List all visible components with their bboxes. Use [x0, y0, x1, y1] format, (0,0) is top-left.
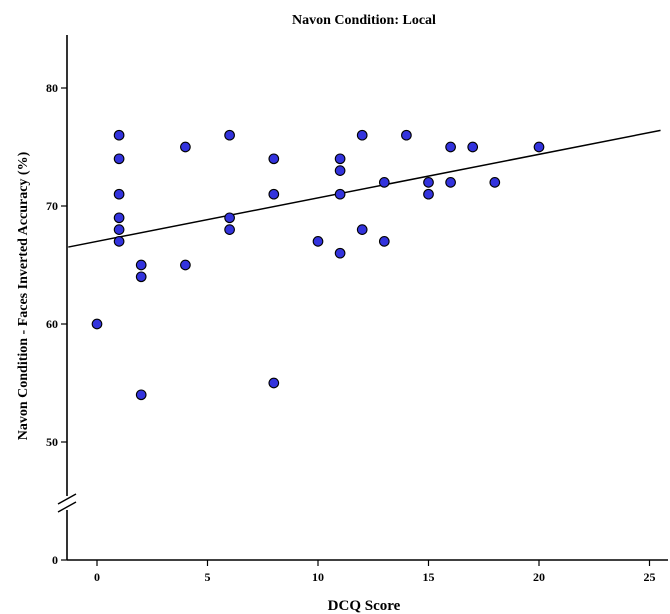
data-point	[113, 153, 125, 165]
data-point	[445, 177, 456, 188]
y-tick-label: 0	[52, 553, 58, 567]
y-tick-label: 80	[46, 81, 58, 95]
data-point	[113, 224, 125, 235]
data-point	[135, 389, 147, 401]
data-point	[224, 224, 235, 235]
data-point	[356, 129, 368, 141]
data-point	[224, 129, 235, 141]
data-point	[334, 165, 346, 176]
x-tick-label: 15	[423, 570, 435, 584]
data-point	[467, 141, 479, 153]
data-point	[401, 129, 412, 141]
data-point	[91, 318, 103, 330]
data-point	[334, 153, 346, 165]
data-point	[224, 212, 235, 224]
data-point	[113, 188, 125, 200]
y-tick-label: 50	[46, 435, 58, 449]
data-point	[378, 177, 390, 188]
axis-break-gap	[64, 496, 70, 510]
axis-break-mark	[57, 501, 77, 513]
data-point	[268, 377, 280, 389]
chart-title: Navon Condition: Local	[292, 13, 436, 28]
data-point	[180, 141, 191, 153]
y-tick-label: 60	[46, 317, 58, 331]
y-axis-label: Navon Condition - Faces Inverted Accurac…	[16, 151, 31, 440]
data-point	[113, 236, 125, 247]
data-point	[445, 141, 456, 153]
data-point	[180, 259, 191, 271]
data-point	[356, 224, 368, 235]
fit-line	[68, 129, 661, 248]
y-tick-label: 70	[46, 199, 58, 213]
x-tick-label: 5	[205, 570, 211, 584]
axis-break-mark	[57, 493, 77, 505]
data-point	[113, 129, 125, 141]
x-axis-label: DCQ Score	[328, 598, 401, 614]
x-tick-label: 20	[533, 570, 545, 584]
data-point	[378, 236, 390, 247]
data-point	[113, 212, 125, 224]
data-point	[334, 188, 346, 200]
data-point	[533, 141, 545, 153]
x-tick-label: 10	[312, 570, 324, 584]
data-point	[135, 271, 147, 283]
data-point	[135, 259, 147, 271]
data-point	[312, 236, 324, 247]
x-tick-label: 25	[644, 570, 656, 584]
data-point	[423, 177, 434, 188]
data-point	[489, 177, 501, 188]
data-point	[268, 188, 280, 200]
plot-area: 0 5 10 15 20 25 50 60 70 80 0	[46, 35, 668, 584]
data-point	[423, 188, 434, 200]
data-point	[268, 153, 280, 165]
x-tick-label: 0	[94, 570, 100, 584]
data-point	[334, 247, 346, 259]
